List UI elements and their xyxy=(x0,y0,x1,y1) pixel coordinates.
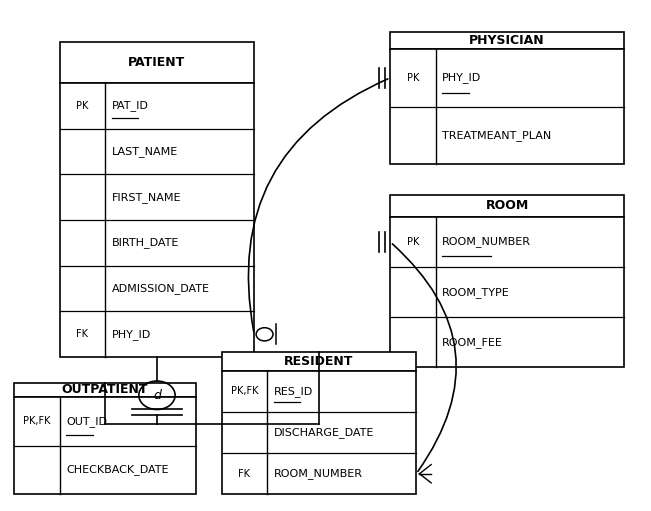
Text: RES_ID: RES_ID xyxy=(273,386,313,397)
Text: CHECKBACK_DATE: CHECKBACK_DATE xyxy=(66,464,169,476)
Text: PK: PK xyxy=(407,73,419,83)
Text: ROOM_TYPE: ROOM_TYPE xyxy=(442,287,510,297)
Text: BIRTH_DATE: BIRTH_DATE xyxy=(111,238,179,248)
Text: FIRST_NAME: FIRST_NAME xyxy=(111,192,181,203)
Text: ROOM_NUMBER: ROOM_NUMBER xyxy=(442,237,531,247)
Bar xyxy=(14,383,196,397)
Text: TREATMEANT_PLAN: TREATMEANT_PLAN xyxy=(442,130,551,141)
Text: PHY_ID: PHY_ID xyxy=(442,73,482,83)
Text: ROOM: ROOM xyxy=(486,199,529,212)
Bar xyxy=(222,370,416,494)
Text: ADMISSION_DATE: ADMISSION_DATE xyxy=(111,283,210,294)
Bar xyxy=(391,195,624,217)
Text: DISCHARGE_DATE: DISCHARGE_DATE xyxy=(273,427,374,438)
Text: FK: FK xyxy=(76,329,89,339)
Bar xyxy=(14,397,196,494)
Text: PK: PK xyxy=(407,237,419,247)
Bar xyxy=(60,83,254,357)
Text: PHYSICIAN: PHYSICIAN xyxy=(469,34,545,47)
Text: PHY_ID: PHY_ID xyxy=(111,329,151,340)
Text: OUT_ID: OUT_ID xyxy=(66,416,107,427)
Text: PK,FK: PK,FK xyxy=(23,416,51,426)
Text: PAT_ID: PAT_ID xyxy=(111,100,148,111)
Bar xyxy=(391,49,624,164)
Text: ROOM_FEE: ROOM_FEE xyxy=(442,337,503,347)
Bar xyxy=(391,32,624,49)
Text: ROOM_NUMBER: ROOM_NUMBER xyxy=(273,468,363,479)
Text: PATIENT: PATIENT xyxy=(128,56,186,69)
Text: d: d xyxy=(153,389,161,402)
Text: LAST_NAME: LAST_NAME xyxy=(111,146,178,157)
Bar xyxy=(60,42,254,83)
Text: PK,FK: PK,FK xyxy=(230,386,258,396)
Bar xyxy=(222,352,416,370)
Text: RESIDENT: RESIDENT xyxy=(284,355,353,368)
Text: FK: FK xyxy=(238,469,251,479)
Text: PK: PK xyxy=(76,101,89,111)
Bar xyxy=(391,217,624,367)
Text: OUTPATIENT: OUTPATIENT xyxy=(62,383,148,397)
